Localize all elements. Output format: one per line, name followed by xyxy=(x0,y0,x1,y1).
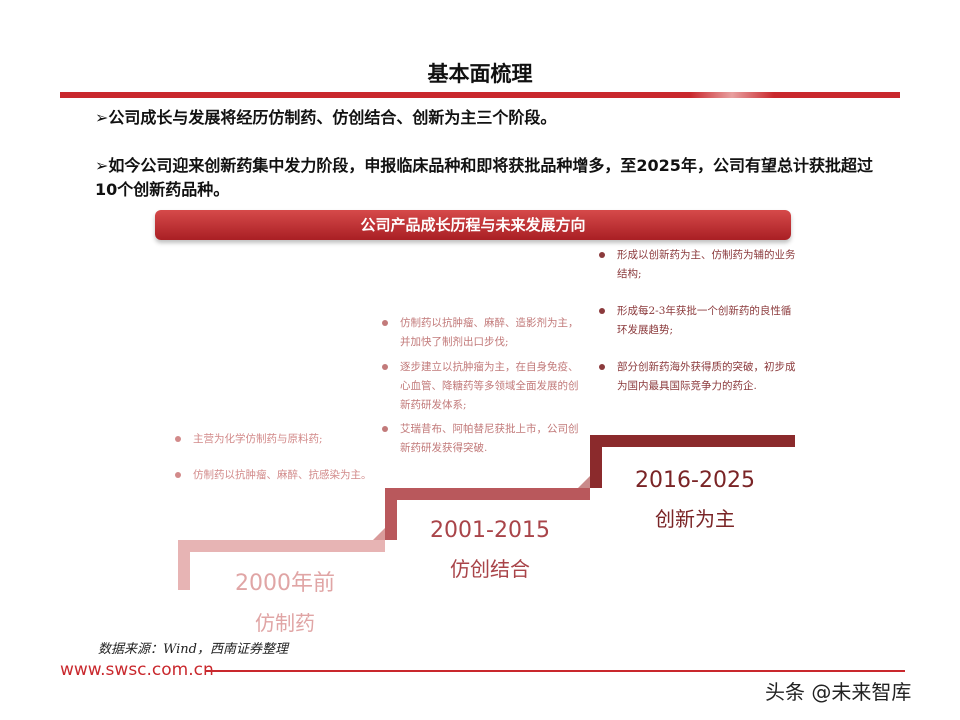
step-1-corner xyxy=(373,528,385,540)
stage2-note: 艾瑞昔布、阿帕替尼获批上市，公司创新药研发获得突破. xyxy=(380,420,580,458)
stage-2000: 2000年前 仿制药 xyxy=(200,565,370,636)
stage3-note: 形成以创新药为主、仿制药为辅的业务结构; xyxy=(597,246,797,284)
stage-label: 仿制药 xyxy=(255,611,315,635)
diagram-banner: 公司产品成长历程与未来发展方向 xyxy=(155,210,791,240)
stage2-note: 逐步建立以抗肿瘤为主，在自身免疫、心血管、降糖药等多领域全面发展的创新药研发体系… xyxy=(380,358,580,415)
stage-years: 2016-2025 xyxy=(635,468,755,493)
stage1-note: 主营为化学仿制药与原料药; xyxy=(173,430,373,449)
step-1 xyxy=(178,540,385,590)
step-2 xyxy=(385,488,590,540)
page-title: 基本面梳理 xyxy=(427,62,533,86)
site-link[interactable]: www.swsc.com.cn xyxy=(60,660,214,680)
stage-years: 2001-2015 xyxy=(430,518,550,543)
stage3-note: 形成每2-3年获批一个创新药的良性循环发展趋势; xyxy=(597,302,797,340)
stage3-note: 部分创新药海外获得质的突破，初步成为国内最具国际竞争力的药企. xyxy=(597,358,797,396)
bullet-innovation: ➢如今公司迎来创新药集中发力阶段，申报临床品种和即将获批品种增多，至2025年，… xyxy=(95,156,873,199)
stage-2001-2015: 2001-2015 仿创结合 xyxy=(405,518,575,582)
stage-label: 仿创结合 xyxy=(450,557,530,581)
title-divider xyxy=(60,92,900,98)
watermark: 头条 @未来智库 xyxy=(765,680,912,704)
step-3 xyxy=(590,435,795,488)
data-source: 数据来源：Wind，西南证券整理 xyxy=(98,642,288,657)
stage1-note: 仿制药以抗肿瘤、麻醉、抗感染为主。 xyxy=(173,466,373,485)
stage-2016-2025: 2016-2025 创新为主 xyxy=(610,468,780,532)
bullet-stages: ➢公司成长与发展将经历仿制药、仿创结合、创新为主三个阶段。 xyxy=(95,108,557,127)
stage2-note: 仿制药以抗肿瘤、麻醉、造影剂为主，并加快了制剂出口步伐; xyxy=(380,314,580,352)
footer-divider xyxy=(205,670,905,672)
stage-years: 2000年前 xyxy=(235,571,335,596)
stage-label: 创新为主 xyxy=(655,507,735,531)
step-2-corner xyxy=(578,476,590,488)
